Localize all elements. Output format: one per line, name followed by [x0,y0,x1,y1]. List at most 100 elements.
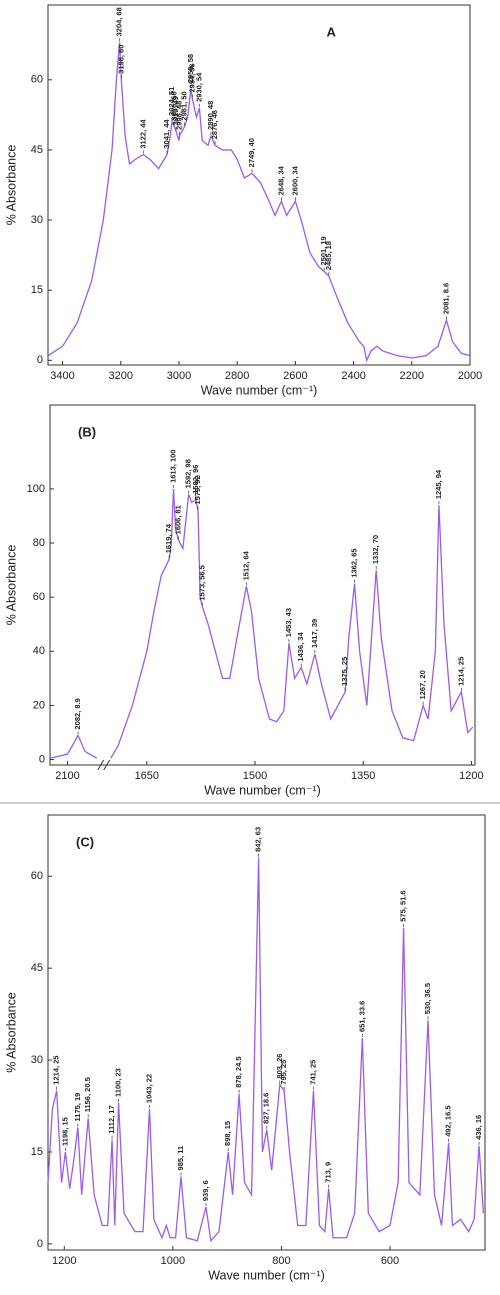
peak-label: 1198, 15 [60,1117,69,1146]
peak-label: 2648, 34 [276,165,285,195]
panel-label: (B) [78,424,96,439]
peak-label: 827, 18.6 [262,1093,271,1124]
y-tick-label: 45 [31,144,43,156]
y-tick-label: 40 [33,645,45,657]
peak-label: 575, 51.6 [399,890,408,921]
y-tick-label: 0 [37,1238,43,1250]
plot-frame [47,814,486,1251]
peak-label: 1606, 81 [174,505,183,534]
spectrum-line [49,734,98,759]
peak-label: 898, 15 [223,1121,232,1146]
y-tick-label: 0 [39,753,45,765]
peak-label: 1613, 100 [168,450,177,483]
y-tick-label: 60 [33,591,45,603]
x-tick-label: 800 [272,1255,290,1267]
x-tick-label: 2100 [55,770,79,782]
x-tick-label: 2200 [400,370,424,382]
x-axis-title: Wave number (cm⁻¹) [208,1268,325,1282]
y-tick-label: 30 [31,1054,43,1066]
peak-label: 1043, 22 [144,1074,153,1103]
x-tick-label: 2400 [341,370,365,382]
peak-label: 803, 26 [275,1054,284,1079]
panel-label: (C) [76,834,94,849]
peak-label: 1619, 74 [164,523,173,553]
peak-label: 3198, 60 [116,45,125,74]
spectrum-line [110,488,474,759]
peak-label: 2501, 19 [319,236,328,265]
peak-label: 1175, 19 [73,1093,82,1122]
x-tick-label: 1500 [243,770,267,782]
peak-label: 1214, 25 [456,657,465,686]
peak-label: 1453, 43 [284,608,293,637]
peak-label: 3041, 44 [162,119,171,149]
x-tick-label: 3000 [167,370,191,382]
peak-label: 3204, 68 [115,7,124,36]
x-tick-label: 2800 [225,370,249,382]
peak-label: 2082, 8.9 [73,698,82,729]
peak-label: 1436, 34 [296,632,305,662]
peak-label: 492, 16.5 [444,1106,453,1137]
peak-label: 939, 6 [201,1180,210,1201]
peak-label: 1375, 25 [340,657,349,686]
peak-label: 1582, 96 [191,465,200,494]
y-axis-title: % Absorbance [4,145,18,226]
x-tick-label: 1650 [135,770,159,782]
peak-label: 1332, 70 [371,535,380,564]
y-tick-label: 20 [33,699,45,711]
peak-label: 2600, 34 [290,165,299,195]
x-tick-label: 600 [381,1255,399,1267]
peak-label: 713, 9 [324,1162,333,1183]
peak-label: 2998, 48 [175,101,184,130]
x-tick-label: 1200 [459,770,483,782]
y-tick-label: 15 [31,284,43,296]
x-tick-label: 1200 [52,1255,76,1267]
peak-label: 1156, 20.5 [83,1077,92,1112]
peak-label: 985, 11 [176,1146,185,1171]
peak-label: 436, 16 [474,1115,483,1140]
peak-label: 1362, 65 [350,548,359,577]
peak-label: 2749, 40 [247,138,256,167]
peak-label: 2876, 46 [210,110,219,139]
peak-label: 741, 25 [308,1060,317,1085]
y-tick-label: 60 [31,74,43,86]
y-tick-label: 60 [31,870,43,882]
x-axis-title: Wave number (cm⁻¹) [204,783,321,797]
peak-label: 2485, 18 [324,241,333,270]
peak-label: 2890, 48 [206,101,215,130]
spectrum-line [47,857,485,1243]
peak-label: 1112, 17 [107,1105,116,1133]
peak-label: 795, 25 [279,1060,288,1085]
x-tick-label: 2000 [458,370,482,382]
peak-label: 1417, 39 [310,619,319,648]
peak-label: 1592, 98 [184,459,193,488]
plot-frame [47,4,471,366]
x-tick-label: 3200 [109,370,133,382]
y-tick-label: 15 [31,1146,43,1158]
y-tick-label: 30 [31,214,43,226]
peak-label: 3122, 44 [138,119,147,149]
peak-label: 2081, 8.6 [441,283,450,314]
y-tick-label: 45 [31,962,43,974]
plot-frame [49,404,476,766]
peak-label: 3024, 51 [167,87,176,116]
peak-label: 2930, 54 [194,72,203,102]
y-tick-label: 100 [27,483,45,495]
peak-label: 878, 24.5 [234,1056,243,1087]
x-axis-title: Wave number (cm⁻¹) [201,383,318,397]
peak-label: 2981, 50 [179,91,188,120]
peak-label: 651, 33.6 [357,1001,366,1032]
peak-label: 842, 63 [254,827,263,852]
spectrum-line [47,42,471,363]
x-tick-label: 1350 [351,770,375,782]
peak-label: 530, 36.5 [423,983,432,1014]
y-tick-label: 0 [37,354,43,366]
peak-label: 2959, 58 [186,54,195,83]
x-tick-label: 3400 [50,370,74,382]
peak-label: 1573, 56.5 [197,565,206,600]
y-axis-title: % Absorbance [4,992,18,1073]
x-tick-label: 2600 [283,370,307,382]
peak-label: 1579, 92 [193,475,202,504]
peak-label: 1267, 20 [418,670,427,699]
peak-label: 2954, 56 [187,63,196,92]
